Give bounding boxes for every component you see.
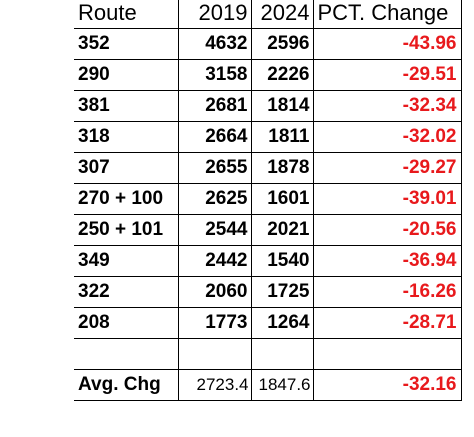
blank-cell — [74, 338, 179, 370]
value-2019-cell: 3158 — [177, 59, 252, 91]
value-2019-cell: 2544 — [177, 214, 252, 246]
value-2019-cell: 2060 — [177, 276, 252, 308]
value-2024-cell: 2021 — [250, 214, 314, 246]
blank-cell — [250, 338, 314, 370]
average-2024-cell: 1847.6 — [250, 369, 314, 401]
route-cell: 381 — [74, 90, 179, 122]
value-2024-cell: 1540 — [250, 245, 314, 277]
average-pct-change-cell: -32.16 — [312, 369, 462, 401]
pct-change-cell: -29.27 — [312, 152, 462, 184]
route-cell: 250 + 101 — [74, 214, 179, 246]
route-cell: 290 — [74, 59, 179, 91]
pct-change-cell: -32.02 — [312, 121, 462, 153]
table-row: 318 2664 1811 -32.02 — [74, 121, 462, 153]
value-2024-cell: 1264 — [250, 307, 314, 339]
table-row: 250 + 101 2544 2021 -20.56 — [74, 214, 462, 246]
value-2019-cell: 2625 — [177, 183, 252, 215]
pct-change-cell: -20.56 — [312, 214, 462, 246]
pct-change-cell: -16.26 — [312, 276, 462, 308]
route-cell: 270 + 100 — [74, 183, 179, 215]
value-2024-cell: 1725 — [250, 276, 314, 308]
blank-row — [74, 338, 462, 370]
value-2024-cell: 2226 — [250, 59, 314, 91]
header-pct-change: PCT. Change — [312, 0, 462, 29]
blank-cell — [312, 338, 462, 370]
average-row: Avg. Chg 2723.4 1847.6 -32.16 — [74, 369, 462, 401]
value-2024-cell: 1814 — [250, 90, 314, 122]
value-2019-cell: 1773 — [177, 307, 252, 339]
header-2024: 2024 — [250, 0, 314, 29]
value-2024-cell: 2596 — [250, 28, 314, 60]
route-cell: 307 — [74, 152, 179, 184]
route-ridership-table: Route 2019 2024 PCT. Change 352 4632 259… — [74, 0, 462, 401]
table-row: 270 + 100 2625 1601 -39.01 — [74, 183, 462, 215]
route-cell: 352 — [74, 28, 179, 60]
table-row: 322 2060 1725 -16.26 — [74, 276, 462, 308]
header-2019: 2019 — [177, 0, 252, 29]
average-2019-cell: 2723.4 — [177, 369, 252, 401]
value-2024-cell: 1811 — [250, 121, 314, 153]
pct-change-cell: -36.94 — [312, 245, 462, 277]
value-2024-cell: 1878 — [250, 152, 314, 184]
value-2019-cell: 2664 — [177, 121, 252, 153]
header-row: Route 2019 2024 PCT. Change — [74, 0, 462, 29]
route-cell: 318 — [74, 121, 179, 153]
table-row: 349 2442 1540 -36.94 — [74, 245, 462, 277]
value-2019-cell: 2442 — [177, 245, 252, 277]
blank-cell — [177, 338, 252, 370]
pct-change-cell: -28.71 — [312, 307, 462, 339]
route-cell: 322 — [74, 276, 179, 308]
table-row: 352 4632 2596 -43.96 — [74, 28, 462, 60]
value-2024-cell: 1601 — [250, 183, 314, 215]
pct-change-cell: -32.34 — [312, 90, 462, 122]
value-2019-cell: 4632 — [177, 28, 252, 60]
route-cell: 349 — [74, 245, 179, 277]
header-route: Route — [74, 0, 179, 29]
table-row: 307 2655 1878 -29.27 — [74, 152, 462, 184]
pct-change-cell: -43.96 — [312, 28, 462, 60]
table-row: 208 1773 1264 -28.71 — [74, 307, 462, 339]
value-2019-cell: 2681 — [177, 90, 252, 122]
table-row: 290 3158 2226 -29.51 — [74, 59, 462, 91]
route-cell: 208 — [74, 307, 179, 339]
average-label: Avg. Chg — [74, 369, 179, 401]
table-row: 381 2681 1814 -32.34 — [74, 90, 462, 122]
pct-change-cell: -29.51 — [312, 59, 462, 91]
pct-change-cell: -39.01 — [312, 183, 462, 215]
value-2019-cell: 2655 — [177, 152, 252, 184]
